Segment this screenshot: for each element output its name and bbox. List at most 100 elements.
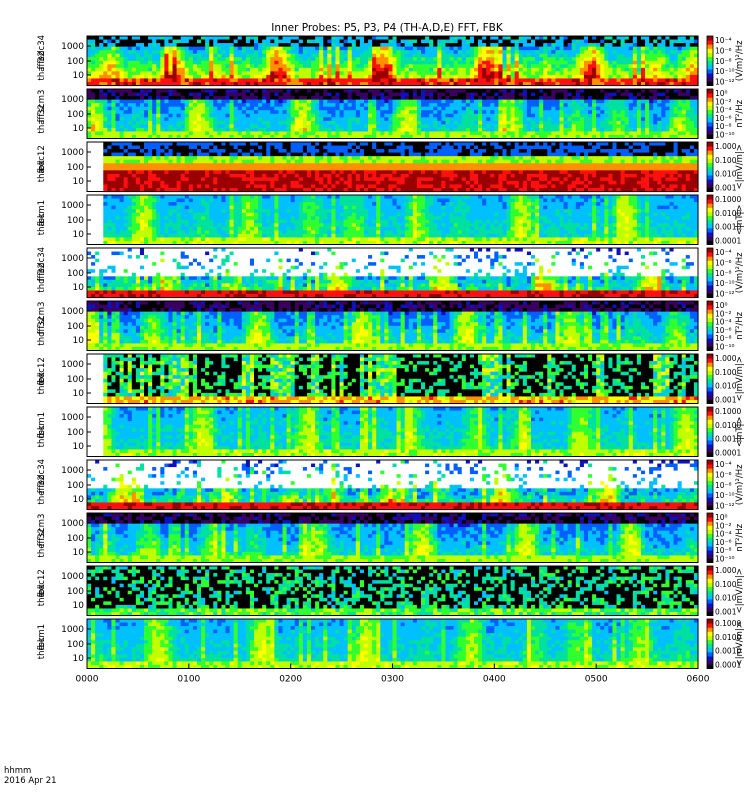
spectrogram-cell	[580, 57, 585, 61]
spectrogram-cell	[291, 36, 296, 40]
spectrogram-cell	[254, 43, 259, 47]
spectrogram-cell	[193, 47, 198, 51]
colorbar-swatch	[707, 77, 713, 82]
spectrogram-cell	[283, 142, 288, 146]
spectrogram-cell	[470, 100, 475, 104]
spectrogram-cell	[278, 71, 283, 75]
spectrogram-cell	[372, 78, 377, 82]
spectrogram-cell	[335, 107, 340, 111]
spectrogram-cell	[283, 181, 288, 185]
spectrogram-cell	[230, 107, 235, 111]
spectrogram-cell	[87, 153, 92, 157]
spectrogram-cell	[254, 61, 259, 65]
spectrogram-cell	[225, 103, 230, 107]
spectrogram-cell	[560, 96, 565, 100]
spectrogram-cell	[547, 68, 552, 72]
spectrogram-cell	[287, 50, 292, 54]
spectrogram-cell	[478, 110, 483, 114]
spectrogram-cell	[686, 57, 691, 61]
spectrogram-cell	[274, 142, 279, 146]
spectrogram-cell	[274, 75, 279, 79]
spectrogram-cell	[368, 89, 373, 93]
spectrogram-cell	[221, 131, 226, 135]
spectrogram-cell	[189, 43, 194, 47]
spectrogram-cell	[580, 61, 585, 65]
spectrogram-cell	[291, 167, 296, 171]
spectrogram-cell	[474, 93, 479, 97]
spectrogram-cell	[311, 107, 316, 111]
spectrogram-cell	[242, 167, 247, 171]
spectrogram-cell	[608, 89, 613, 93]
spectrogram-cell	[498, 54, 503, 58]
spectrogram-cell	[230, 149, 235, 153]
spectrogram-cell	[307, 103, 312, 107]
spectrogram-cell	[445, 68, 450, 72]
spectrogram-cell	[617, 75, 622, 79]
panel-tha-fff-32-scm3: 100010010thafff32scm3 10⁰10⁻²10⁻⁴10⁻⁶10⁻⁸…	[37, 89, 745, 140]
spectrogram-cell	[95, 93, 100, 97]
spectrogram-cell	[205, 78, 210, 82]
spectrogram-cell	[315, 107, 320, 111]
spectrogram-cell	[136, 153, 141, 157]
spectrogram-cell	[140, 54, 145, 58]
spectrogram-cell	[653, 100, 658, 104]
spectrogram-cell	[234, 103, 239, 107]
spectrogram-cell	[225, 160, 230, 164]
spectrogram-cell	[225, 68, 230, 72]
spectrogram-cell	[356, 114, 361, 118]
spectrogram-cell	[413, 117, 418, 121]
spectrogram-cell	[111, 149, 116, 153]
spectrogram-cell	[551, 36, 556, 40]
spectrogram-cell	[87, 40, 92, 44]
spectrogram-cell	[246, 177, 251, 181]
spectrogram-cell	[319, 54, 324, 58]
spectrogram-cell	[474, 103, 479, 107]
spectrogram-cell	[238, 61, 243, 65]
spectrogram-cell	[295, 40, 300, 44]
spectrogram-cell	[445, 54, 450, 58]
spectrogram-cell	[230, 114, 235, 118]
spectrogram-cell	[498, 43, 503, 47]
spectrogram-cell	[657, 54, 662, 58]
spectrogram-cell	[299, 64, 304, 68]
spectrogram-cell	[502, 36, 507, 40]
spectrogram-cell	[148, 142, 153, 146]
spectrogram-cell	[486, 100, 491, 104]
spectrogram-cell	[152, 117, 157, 121]
spectrogram-cell	[502, 89, 507, 93]
spectrogram-cell	[144, 128, 149, 132]
spectrogram-cell	[331, 131, 336, 135]
spectrogram-cell	[519, 121, 524, 125]
spectrogram-cell	[384, 107, 389, 111]
spectrogram-cell	[95, 156, 100, 160]
spectrogram-cell	[201, 57, 206, 61]
spectrogram-cell	[319, 100, 324, 104]
spectrogram-cell	[441, 114, 446, 118]
spectrogram-cell	[498, 121, 503, 125]
spectrogram-cell	[299, 107, 304, 111]
spectrogram-cell	[230, 174, 235, 178]
spectrogram-cell	[283, 174, 288, 178]
spectrogram-cell	[250, 153, 255, 157]
spectrogram-cell	[295, 68, 300, 72]
spectrogram-cell	[205, 68, 210, 72]
spectrogram-cell	[340, 128, 345, 132]
spectrogram-cell	[164, 163, 169, 167]
spectrogram-cell	[360, 71, 365, 75]
spectrogram-cell	[621, 107, 626, 111]
spectrogram-cell	[421, 36, 426, 40]
spectrogram-cell	[588, 128, 593, 132]
spectrogram-cell	[103, 124, 108, 128]
spectrogram-cell	[132, 181, 137, 185]
spectrogram-cell	[209, 121, 214, 125]
spectrogram-cell	[238, 110, 243, 114]
spectrogram-cell	[152, 142, 157, 146]
spectrogram-cell	[177, 64, 182, 68]
spectrogram-cell	[657, 57, 662, 61]
spectrogram-cell	[555, 107, 560, 111]
spectrogram-cell	[327, 128, 332, 132]
spectrogram-cell	[238, 163, 243, 167]
spectrogram-cell	[274, 61, 279, 65]
spectrogram-cell	[217, 149, 222, 153]
spectrogram-cell	[246, 75, 251, 79]
